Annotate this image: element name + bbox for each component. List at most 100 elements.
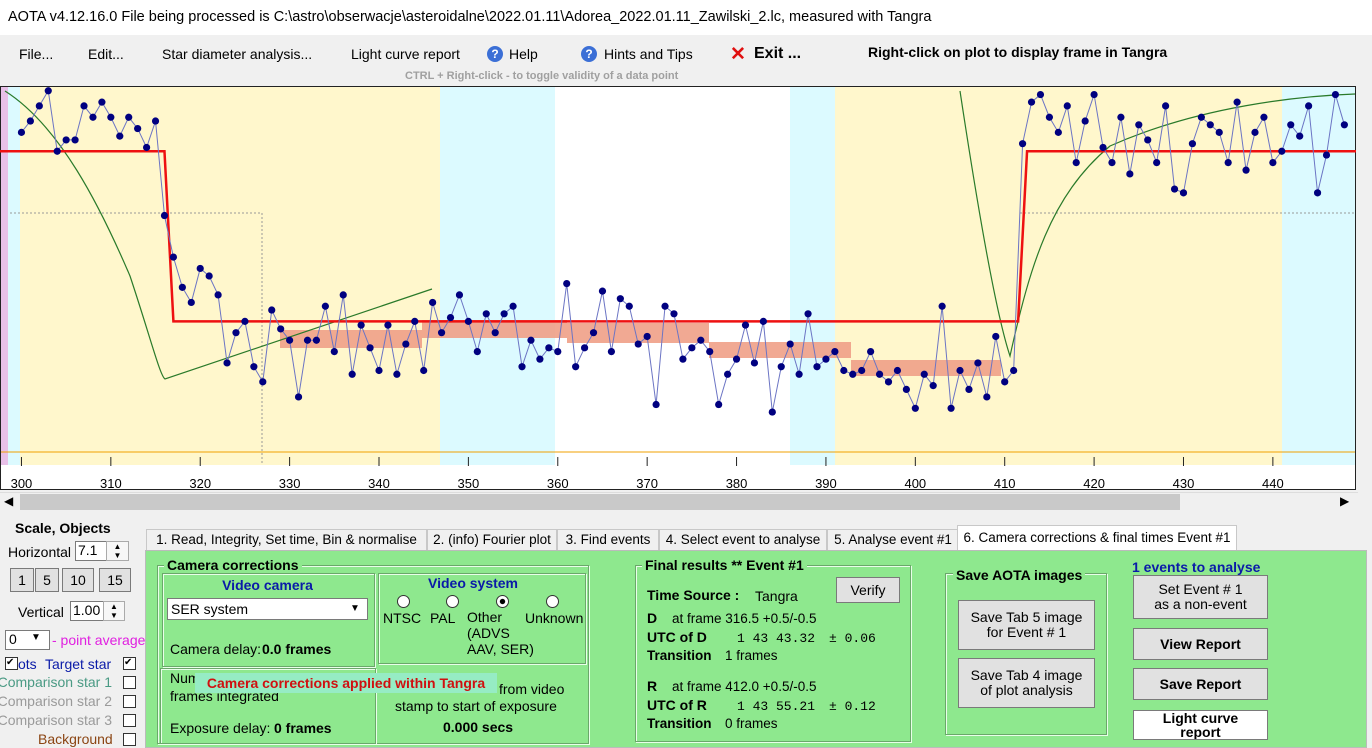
scale-button[interactable]: 15: [99, 568, 131, 592]
data-point: [196, 264, 204, 273]
object-checkbox[interactable]: [123, 676, 136, 689]
tab[interactable]: 3. Find events: [557, 529, 659, 550]
data-point: [312, 336, 321, 344]
save-images-group: [945, 573, 1107, 735]
data-point: [554, 348, 562, 356]
data-point: [71, 136, 79, 144]
light-curve-report-button[interactable]: Light curve report: [1133, 710, 1268, 740]
group-title: Final results ** Event #1: [642, 557, 807, 573]
tab[interactable]: 1. Read, Integrity, Set time, Bin & norm…: [146, 529, 427, 550]
radio-selected[interactable]: [496, 595, 509, 608]
data-point: [724, 370, 732, 378]
transition-label: Transition: [647, 716, 712, 731]
data-point: [1313, 189, 1322, 197]
data-point: [1090, 90, 1098, 99]
save-report-button[interactable]: Save Report: [1133, 668, 1268, 700]
vertical-spinner[interactable]: ▲ ▼: [103, 601, 125, 621]
data-point: [929, 382, 937, 390]
view-report-button[interactable]: View Report: [1133, 628, 1268, 660]
scroll-thumb[interactable]: [20, 494, 1180, 510]
utc-r: 1 43 55.21: [737, 699, 816, 714]
data-point: [134, 124, 142, 133]
horizontal-input[interactable]: 7.1: [75, 541, 107, 561]
menu-light-curve[interactable]: Light curve report: [351, 46, 460, 62]
tab[interactable]: 5. Analyse event #1: [827, 529, 959, 550]
band: [1282, 87, 1355, 465]
tab[interactable]: 4. Select event to analyse: [659, 529, 827, 550]
data-point: [947, 404, 955, 412]
utc-r-error: ± 0.12: [829, 699, 876, 714]
horizontal-spinner[interactable]: ▲ ▼: [106, 541, 129, 561]
radio[interactable]: [397, 595, 410, 608]
data-point: [902, 385, 910, 393]
point-average-select[interactable]: 0: [5, 630, 50, 650]
data-point: [232, 329, 240, 337]
data-point: [1251, 128, 1259, 136]
object-checkbox[interactable]: [123, 695, 136, 708]
object-checkbox[interactable]: ✔: [123, 657, 136, 670]
x-tick-label: 430: [1173, 476, 1195, 490]
data-point: [26, 117, 34, 125]
data-point: [277, 325, 285, 333]
utc-d-label: UTC of D: [647, 629, 707, 645]
radio-label: Other: [467, 609, 503, 625]
scroll-right[interactable]: ▶: [1340, 494, 1350, 508]
menu-exit[interactable]: Exit ...: [754, 45, 802, 62]
data-point: [804, 310, 812, 318]
scale-button[interactable]: 5: [35, 568, 59, 592]
tab[interactable]: 2. (info) Fourier plot: [427, 529, 557, 550]
plots-checkbox[interactable]: ✔: [5, 657, 18, 670]
data-point: [670, 310, 678, 318]
scale-button[interactable]: 10: [62, 568, 94, 592]
menu-file[interactable]: File...: [19, 46, 54, 62]
camera-select[interactable]: SER system: [167, 598, 368, 620]
set-event-button[interactable]: Set Event # 1 as a non-event: [1133, 575, 1268, 619]
menu-hints[interactable]: Hints and Tips: [604, 46, 693, 62]
scale-button[interactable]: 1: [10, 568, 34, 592]
data-point: [411, 317, 419, 325]
band: [20, 87, 440, 465]
data-point: [1117, 113, 1125, 121]
events-count: 1 events to analyse: [1132, 559, 1261, 575]
save-tab4-button[interactable]: Save Tab 4 image of plot analysis: [958, 658, 1095, 708]
r-frame: at frame 412.0 +0.5/-0.5: [672, 679, 817, 694]
radio[interactable]: [446, 595, 459, 608]
menu-star-diameter[interactable]: Star diameter analysis...: [162, 46, 313, 62]
data-point: [89, 113, 97, 121]
verify-button[interactable]: Verify: [836, 577, 900, 603]
data-point: [992, 332, 1000, 341]
data-point: [1010, 366, 1018, 375]
tab-selected[interactable]: 6. Camera corrections & final times Even…: [957, 525, 1237, 551]
button-text: Light curve: [1162, 710, 1239, 726]
data-point: [142, 143, 151, 152]
object-label: Background: [38, 731, 113, 747]
data-point: [366, 344, 374, 352]
exit-icon: ✕: [730, 44, 746, 65]
data-point: [1072, 159, 1080, 167]
data-point: [1233, 98, 1241, 106]
data-point: [1188, 140, 1197, 148]
radio[interactable]: [546, 595, 559, 608]
object-checkbox[interactable]: [123, 714, 136, 727]
x-tick-label: 300: [11, 476, 33, 490]
data-point: [80, 102, 88, 110]
menu-edit[interactable]: Edit...: [88, 46, 124, 62]
exposure-label: Exposure delay:: [170, 720, 271, 736]
data-point: [286, 336, 294, 344]
data-point: [429, 298, 437, 307]
offset-text: from video: [499, 681, 565, 697]
menu-help[interactable]: Help: [509, 46, 538, 62]
save-tab5-button[interactable]: Save Tab 5 image for Event # 1: [958, 600, 1095, 650]
data-point: [1224, 159, 1232, 167]
object-checkbox[interactable]: [123, 733, 136, 746]
vertical-input[interactable]: 1.00: [70, 601, 104, 621]
band: [0, 87, 8, 465]
x-tick-label: 310: [100, 476, 122, 490]
scroll-left[interactable]: ◀: [4, 494, 14, 508]
data-point: [321, 302, 329, 310]
data-point: [697, 336, 705, 344]
light-curve-plot[interactable]: 300 310 320 330 340 350 360 370 380 390 400 410 420 4…: [0, 86, 1358, 490]
data-point: [339, 291, 347, 299]
data-point: [607, 348, 616, 356]
data-point: [1296, 132, 1304, 140]
